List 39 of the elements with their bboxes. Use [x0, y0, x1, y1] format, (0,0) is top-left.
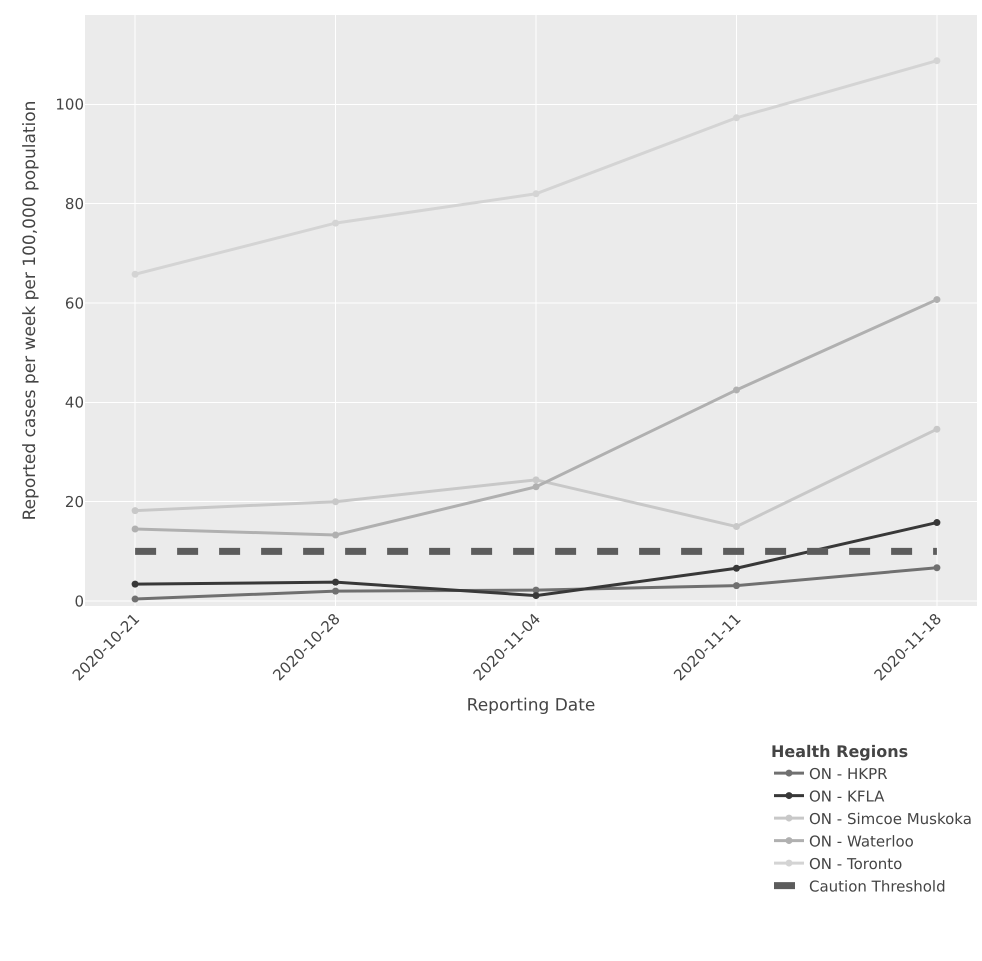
legend-label: ON - Toronto — [809, 854, 902, 873]
legend-label: Caution Threshold — [809, 877, 946, 896]
legend-title: Health Regions — [771, 742, 908, 761]
point — [132, 596, 139, 603]
point — [332, 498, 340, 506]
point — [933, 426, 940, 433]
legend-label: ON - KFLA — [809, 787, 886, 806]
point — [332, 220, 340, 227]
point — [332, 588, 340, 595]
point — [132, 270, 139, 278]
point — [732, 564, 740, 572]
point — [532, 592, 540, 600]
legend-label: ON - Simcoe Muskoka — [809, 810, 972, 828]
point — [933, 57, 940, 64]
point — [933, 296, 940, 304]
point — [732, 523, 740, 530]
y-tick-label: 20 — [64, 492, 84, 511]
point — [532, 483, 540, 490]
y-tick-label: 80 — [64, 194, 84, 213]
point — [332, 531, 340, 538]
point — [132, 507, 139, 514]
point — [933, 519, 940, 526]
legend-label: ON - HKPR — [809, 764, 888, 783]
point — [732, 386, 740, 394]
x-axis-title: Reporting Date — [466, 696, 596, 716]
y-tick-label: 60 — [64, 294, 84, 312]
point — [132, 526, 139, 533]
y-tick-label: 40 — [64, 394, 84, 412]
point — [933, 564, 940, 572]
point — [532, 190, 540, 198]
point — [732, 582, 740, 590]
y-tick-label: 100 — [55, 96, 84, 114]
point — [132, 580, 139, 588]
point — [732, 114, 740, 122]
legend-label: ON - Waterloo — [809, 832, 914, 850]
point — [532, 476, 540, 484]
y-axis-title: Reported cases per week per 100,000 population — [20, 100, 40, 520]
y-tick-label: 0 — [74, 592, 84, 610]
point — [332, 578, 340, 586]
